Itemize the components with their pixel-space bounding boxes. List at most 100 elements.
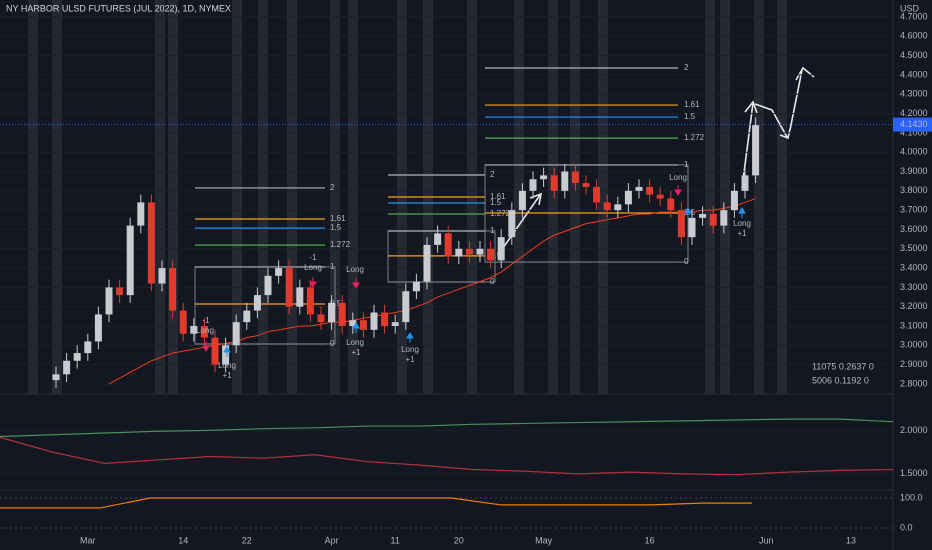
x-tick-label: 13	[846, 535, 856, 545]
fib-label: 2	[330, 183, 335, 192]
candle-body	[84, 341, 92, 354]
drawn-arrows	[502, 66, 815, 249]
candle-body	[179, 310, 187, 334]
candle-body	[370, 312, 378, 330]
candle-body	[465, 248, 473, 255]
indicator-line	[0, 436, 894, 476]
candle-body	[264, 275, 272, 296]
fib-label: 1.272	[330, 240, 351, 249]
fib-label: 1.5	[490, 198, 502, 207]
candle-body	[338, 302, 346, 327]
stripe	[598, 0, 608, 394]
candle-body	[158, 268, 166, 284]
candle-body	[402, 291, 410, 323]
candle-body	[677, 210, 685, 238]
y-tick-label: 4.0000	[900, 147, 928, 157]
candle-body	[243, 310, 251, 323]
indicator-values: 11075 0.2637 0	[812, 361, 874, 371]
candle-body	[391, 322, 399, 327]
stripe	[52, 0, 62, 394]
candle-body	[593, 186, 601, 203]
y-tick-label: 1.5000	[900, 468, 928, 478]
candle-body	[730, 190, 738, 211]
candle-body	[63, 360, 71, 375]
fib-label: 0	[684, 257, 689, 266]
stripe	[570, 0, 580, 394]
candle-body	[328, 302, 336, 323]
x-tick-label: 14	[178, 535, 188, 545]
fib-label: 0.5	[330, 299, 342, 308]
candle-body	[359, 320, 367, 330]
y-tick-label: 3.8000	[900, 185, 928, 195]
signal-label: Long	[733, 219, 751, 228]
signal-label: -1	[309, 253, 317, 262]
y-tick-label: 4.3000	[900, 89, 928, 99]
signal-label: -1	[202, 316, 210, 325]
stripe	[232, 0, 242, 394]
signal-label: Long	[401, 345, 419, 354]
fib-label: 1.61	[490, 192, 506, 201]
y-tick-label: 3.3000	[900, 282, 928, 292]
candle-body	[550, 175, 558, 191]
candle-body	[540, 175, 548, 180]
fib-label: 0	[330, 339, 335, 348]
candle-body	[455, 248, 463, 257]
candle-body	[105, 287, 113, 315]
candle-body	[412, 281, 420, 292]
candle-body	[275, 268, 283, 276]
y-tick-label: 2.0000	[900, 425, 928, 435]
stripe	[705, 0, 715, 394]
candle-body	[222, 345, 230, 365]
stripe	[777, 0, 787, 394]
candle-body	[741, 175, 749, 191]
stripe	[548, 0, 558, 394]
candle-body	[126, 225, 134, 296]
candle-body	[52, 374, 60, 381]
y-tick-label: 3.0000	[900, 340, 928, 350]
candle-body	[487, 248, 495, 261]
fib-label: 2	[490, 170, 495, 179]
candle-body	[635, 186, 643, 191]
candle-body	[752, 125, 760, 176]
y-tick-label: 4.1000	[900, 127, 928, 137]
y-tick-label: 3.9000	[900, 166, 928, 176]
indicator-line	[0, 497, 752, 509]
arrow	[741, 100, 758, 189]
candle-body	[656, 194, 664, 199]
signal-arrow	[309, 277, 317, 288]
y-tick-label: 100.0	[900, 492, 923, 502]
candle-body	[190, 326, 198, 334]
y-tick-label: 3.7000	[900, 205, 928, 215]
x-tick-label: Apr	[325, 535, 339, 545]
signal-arrow	[674, 185, 682, 196]
indicator-values: 5006 0.1192 0	[812, 375, 869, 385]
candle-body	[476, 248, 484, 255]
x-tick-label: 16	[645, 535, 655, 545]
fib-label: 1.5	[330, 223, 342, 232]
fib-label: 1.61	[684, 100, 700, 109]
last-price-box	[893, 117, 932, 132]
candle-body	[211, 337, 219, 365]
y-tick-label: 4.7000	[900, 11, 928, 21]
x-tick-label: 11	[391, 535, 400, 545]
arrow	[789, 66, 815, 131]
candle-body	[349, 320, 357, 327]
x-tick-label: 20	[454, 535, 464, 545]
candle-body	[561, 171, 569, 191]
candle-body	[381, 312, 389, 327]
signal-label: Long	[669, 173, 687, 182]
candle-body	[571, 171, 579, 184]
stripe	[348, 0, 358, 394]
candle-body	[624, 190, 632, 205]
x-tick-label: May	[535, 535, 553, 545]
fib-label: 1	[684, 160, 689, 169]
candle-body	[306, 287, 314, 315]
y-tick-label: 3.6000	[900, 224, 928, 234]
stripe	[720, 0, 730, 394]
signal-arrow	[202, 341, 210, 352]
stripe	[258, 0, 268, 394]
candle-body	[444, 233, 452, 257]
candle-body	[709, 213, 717, 226]
candle-body	[116, 287, 124, 296]
